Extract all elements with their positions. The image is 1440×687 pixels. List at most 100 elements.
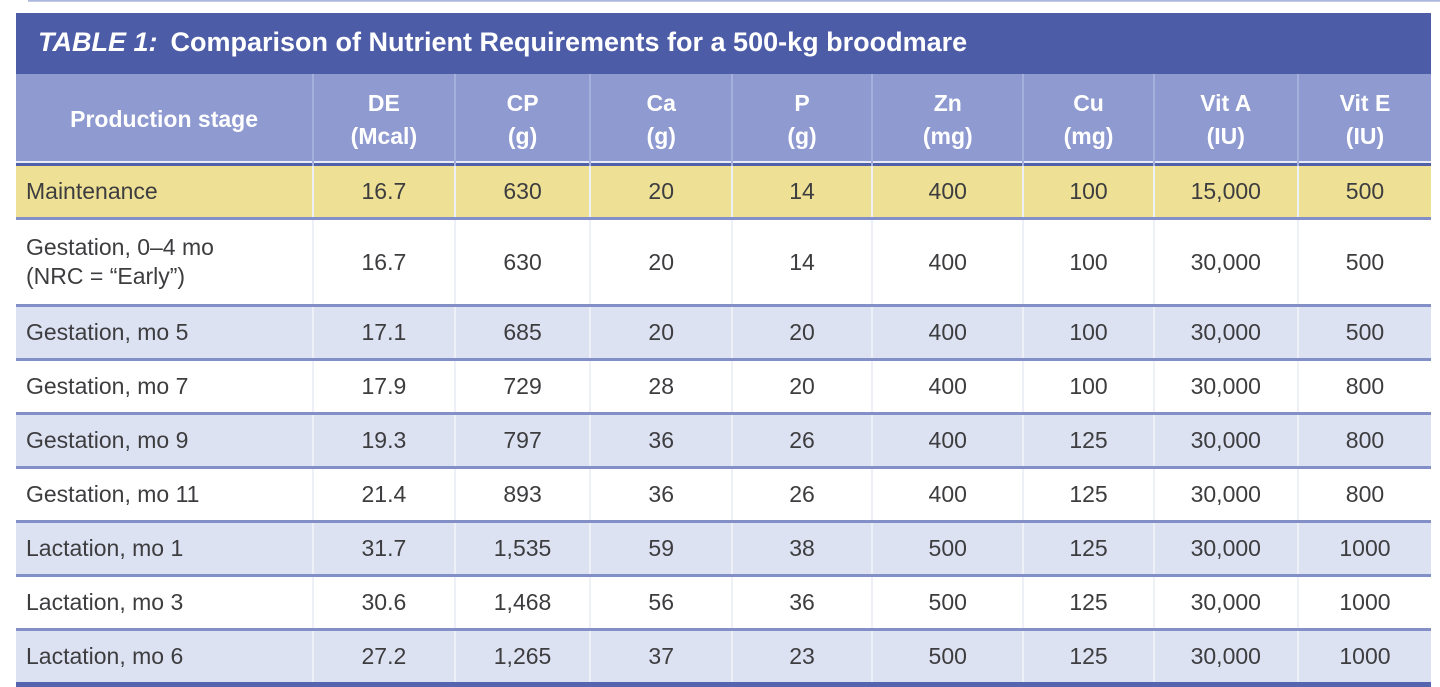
cell-cu: 100 xyxy=(1022,358,1154,414)
cell-vit-a: 15,000 xyxy=(1152,166,1298,219)
cell-ca: 28 xyxy=(589,358,732,414)
cell-production-stage: Gestation, 0–4 mo (NRC = “Early”) xyxy=(16,217,314,306)
column-header-de: DE (Mcal) xyxy=(312,74,455,166)
column-header-p: P (g) xyxy=(730,74,873,166)
cell-vit-e: 800 xyxy=(1296,358,1431,414)
cell-vit-e: 800 xyxy=(1296,412,1431,468)
cell-de: 31.7 xyxy=(312,520,455,576)
cell-de: 27.2 xyxy=(312,628,455,685)
cell-vit-e: 1000 xyxy=(1296,520,1431,576)
column-header-cu: Cu (mg) xyxy=(1022,74,1154,166)
cell-production-stage: Lactation, mo 3 xyxy=(16,574,314,630)
cell-zn: 400 xyxy=(871,217,1024,306)
cell-p: 20 xyxy=(730,358,873,414)
cell-production-stage: Lactation, mo 1 xyxy=(16,520,314,576)
column-header-zn: Zn (mg) xyxy=(871,74,1024,166)
cell-ca: 59 xyxy=(589,520,732,576)
cell-vit-a: 30,000 xyxy=(1152,574,1298,630)
cell-zn: 400 xyxy=(871,466,1024,522)
cell-p: 36 xyxy=(730,574,873,630)
cell-p: 20 xyxy=(730,304,873,360)
cell-vit-e: 800 xyxy=(1296,466,1431,522)
cell-de: 19.3 xyxy=(312,412,455,468)
cell-cp: 1,535 xyxy=(453,520,591,576)
title-row: TABLE 1: Comparison of Nutrient Requireme… xyxy=(16,13,1431,74)
table-row: Gestation, 0–4 mo (NRC = “Early”) 16.7 630 2… xyxy=(16,217,1431,306)
cell-p: 23 xyxy=(730,628,873,685)
cell-cu: 125 xyxy=(1022,520,1154,576)
column-header-cp: CP (g) xyxy=(453,74,591,166)
cell-vit-a: 30,000 xyxy=(1152,466,1298,522)
header-row: Production stage DE (Mcal) CP (g) Ca (g) P (g) Zn… xyxy=(16,74,1431,166)
cell-vit-a: 30,000 xyxy=(1152,520,1298,576)
cell-cu: 100 xyxy=(1022,166,1154,219)
cell-zn: 500 xyxy=(871,520,1024,576)
table-row: Maintenance 16.7 630 20 14 400 100 15,000 500 xyxy=(16,166,1431,219)
cell-ca: 36 xyxy=(589,466,732,522)
cell-vit-a: 30,000 xyxy=(1152,412,1298,468)
cell-cu: 100 xyxy=(1022,304,1154,360)
cell-de: 16.7 xyxy=(312,217,455,306)
cell-zn: 400 xyxy=(871,412,1024,468)
cell-ca: 36 xyxy=(589,412,732,468)
cell-cp: 630 xyxy=(453,217,591,306)
cell-cu: 125 xyxy=(1022,628,1154,685)
cell-p: 14 xyxy=(730,217,873,306)
cell-ca: 20 xyxy=(589,166,732,219)
cell-cu: 125 xyxy=(1022,466,1154,522)
cell-production-stage: Gestation, mo 5 xyxy=(16,304,314,360)
cell-vit-a: 30,000 xyxy=(1152,217,1298,306)
table-row: Lactation, mo 6 27.2 1,265 37 23 500 125 30,000… xyxy=(16,628,1431,685)
nutrient-requirements-table: TABLE 1: Comparison of Nutrient Requireme… xyxy=(16,13,1431,687)
cell-zn: 400 xyxy=(871,166,1024,219)
cell-production-stage: Gestation, mo 7 xyxy=(16,358,314,414)
cell-ca: 20 xyxy=(589,304,732,360)
cell-de: 17.9 xyxy=(312,358,455,414)
table-title: TABLE 1: Comparison of Nutrient Requireme… xyxy=(16,13,1431,74)
column-header-production-stage: Production stage xyxy=(16,74,314,166)
table-row: Gestation, mo 9 19.3 797 36 26 400 125 30,000 80… xyxy=(16,412,1431,468)
cell-zn: 500 xyxy=(871,574,1024,630)
cell-de: 16.7 xyxy=(312,166,455,219)
cell-zn: 400 xyxy=(871,304,1024,360)
table-row: Gestation, mo 5 17.1 685 20 20 400 100 30,000 50… xyxy=(16,304,1431,360)
column-header-vit-e: Vit E (IU) xyxy=(1296,74,1431,166)
cell-vit-e: 500 xyxy=(1296,217,1431,306)
cell-cp: 797 xyxy=(453,412,591,468)
column-header-vit-a: Vit A (IU) xyxy=(1152,74,1298,166)
cell-cp: 729 xyxy=(453,358,591,414)
table-row: Gestation, mo 7 17.9 729 28 20 400 100 30,000 80… xyxy=(16,358,1431,414)
cell-vit-a: 30,000 xyxy=(1152,358,1298,414)
cell-ca: 37 xyxy=(589,628,732,685)
cell-cu: 125 xyxy=(1022,574,1154,630)
cell-production-stage: Gestation, mo 9 xyxy=(16,412,314,468)
cell-production-stage: Gestation, mo 11 xyxy=(16,466,314,522)
cell-zn: 500 xyxy=(871,628,1024,685)
column-header-ca: Ca (g) xyxy=(589,74,732,166)
cell-vit-a: 30,000 xyxy=(1152,304,1298,360)
cell-vit-e: 1000 xyxy=(1296,628,1431,685)
cell-p: 14 xyxy=(730,166,873,219)
table-body: Maintenance 16.7 630 20 14 400 100 15,000 500 Ges… xyxy=(16,166,1431,685)
cell-p: 38 xyxy=(730,520,873,576)
cell-ca: 56 xyxy=(589,574,732,630)
cell-ca: 20 xyxy=(589,217,732,306)
cell-cu: 125 xyxy=(1022,412,1154,468)
cell-cu: 100 xyxy=(1022,217,1154,306)
cell-vit-e: 1000 xyxy=(1296,574,1431,630)
cell-de: 30.6 xyxy=(312,574,455,630)
cell-production-stage: Maintenance xyxy=(16,166,314,219)
cell-cp: 1,468 xyxy=(453,574,591,630)
data-table: TABLE 1: Comparison of Nutrient Requireme… xyxy=(16,13,1431,687)
cell-vit-e: 500 xyxy=(1296,166,1431,219)
cell-de: 21.4 xyxy=(312,466,455,522)
cell-p: 26 xyxy=(730,412,873,468)
table-row: Gestation, mo 11 21.4 893 36 26 400 125 30,000 8… xyxy=(16,466,1431,522)
table-title-text: Comparison of Nutrient Requirements for … xyxy=(170,27,968,57)
cell-cp: 1,265 xyxy=(453,628,591,685)
cell-vit-e: 500 xyxy=(1296,304,1431,360)
cell-cp: 630 xyxy=(453,166,591,219)
cell-zn: 400 xyxy=(871,358,1024,414)
table-row: Lactation, mo 1 31.7 1,535 59 38 500 125 30,000… xyxy=(16,520,1431,576)
cell-production-stage: Lactation, mo 6 xyxy=(16,628,314,685)
